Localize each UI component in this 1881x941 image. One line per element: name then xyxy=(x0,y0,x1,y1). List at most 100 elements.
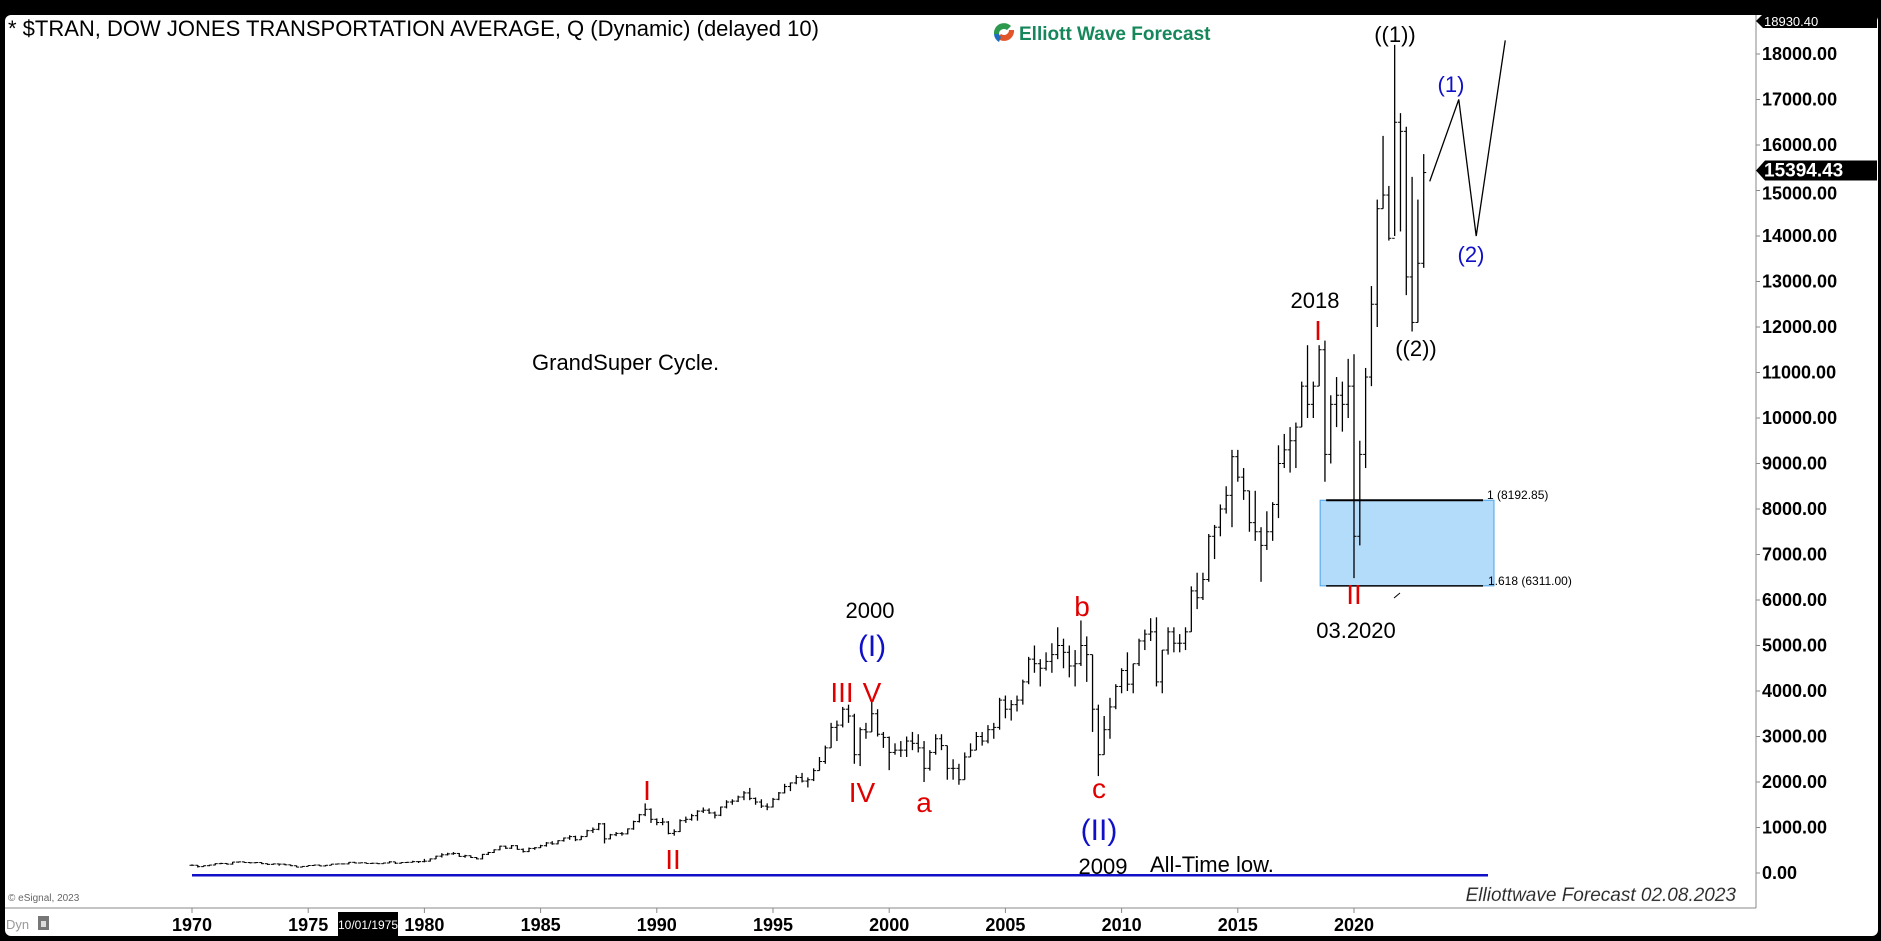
y-tick-label: 14000.00 xyxy=(1762,226,1837,246)
ohlc-bar-2016Q4 xyxy=(1275,445,1281,519)
ohlc-bar-2010Q1 xyxy=(1119,668,1125,694)
x-tick-label: 1980 xyxy=(404,915,444,935)
ohlc-bar-2007Q2 xyxy=(1055,627,1061,660)
ohlc-bar-2014Q2 xyxy=(1217,504,1223,537)
ohlc-bar-2022Q2 xyxy=(1403,126,1409,296)
ohlc-bar-1998Q2 xyxy=(846,704,852,723)
x-tick-label: 1970 xyxy=(172,915,212,935)
ohlc-bar-2012Q2 xyxy=(1171,627,1177,653)
ohlc-bar-2020Q1 xyxy=(1351,354,1357,579)
ohlc-bar-2005Q1 xyxy=(1002,695,1008,719)
ohlc-bar-1979Q3 xyxy=(410,860,416,863)
ohlc-bar-2015Q4 xyxy=(1252,490,1258,541)
ohlc-bar-1989Q3 xyxy=(642,803,648,817)
ohlc-bar-1993Q4 xyxy=(741,791,747,801)
ohlc-bar-1984Q4 xyxy=(532,847,538,850)
ohlc-bar-2017Q4 xyxy=(1299,381,1305,428)
ohlc-bar-1973Q1 xyxy=(259,862,265,865)
ohlc-bar-1999Q4 xyxy=(880,731,886,748)
ohlc-bar-1977Q3 xyxy=(363,862,369,864)
ohlc-bar-2000Q1 xyxy=(886,736,892,771)
label-2009: 2009 xyxy=(1079,854,1128,879)
ohlc-bar-2023Q1 xyxy=(1421,154,1427,268)
ohlc-bar-1985Q4 xyxy=(555,840,561,845)
ohlc-bar-2019Q4 xyxy=(1345,358,1351,418)
ohlc-bar-2022Q1 xyxy=(1397,113,1403,232)
ohlc-bar-2018Q1 xyxy=(1305,345,1311,418)
ohlc-bar-1983Q1 xyxy=(491,849,497,854)
ohlc-bar-2008Q1 xyxy=(1072,650,1078,687)
ohlc-bar-1997Q2 xyxy=(822,745,828,764)
ohlc-bar-2020Q2 xyxy=(1357,440,1363,546)
y-tick-label: 8000.00 xyxy=(1762,499,1827,519)
ohlc-bar-1987Q1 xyxy=(584,829,590,838)
ohlc-bar-1971Q2 xyxy=(218,862,224,865)
ohlc-bar-1973Q2 xyxy=(265,863,271,866)
ohlc-bar-1981Q4 xyxy=(462,854,468,858)
x-tick-label: 2020 xyxy=(1334,915,1374,935)
ohlc-bar-1983Q2 xyxy=(497,845,503,851)
ohlc-bar-2014Q1 xyxy=(1212,524,1218,560)
ohlc-bar-1992Q2 xyxy=(706,808,712,814)
ohlc-bar-1979Q1 xyxy=(398,862,404,864)
ohlc-bar-2004Q4 xyxy=(997,697,1003,730)
ohlc-bar-2000Q3 xyxy=(898,741,904,757)
logo: Elliott Wave Forecast xyxy=(993,23,1211,45)
dyn-label[interactable]: Dyn xyxy=(6,917,29,932)
lock-icon[interactable] xyxy=(38,916,49,930)
ohlc-bar-2009Q2 xyxy=(1101,716,1107,756)
ohlc-bar-2012Q3 xyxy=(1177,634,1183,653)
wave-label-a: a xyxy=(916,787,932,818)
ohlc-bar-1993Q1 xyxy=(724,800,730,809)
ohlc-bar-2007Q4 xyxy=(1066,645,1072,678)
ohlc-bar-1970Q3 xyxy=(201,865,207,868)
ohlc-bar-1982Q1 xyxy=(468,855,474,859)
ohlc-bar-1989Q4 xyxy=(648,808,654,823)
ohlc-bar-1991Q3 xyxy=(689,813,695,821)
ohlc-bar-1991Q2 xyxy=(683,816,689,823)
watermark-text: Elliottwave Forecast 02.08.2023 xyxy=(1466,885,1737,906)
ohlc-bar-2011Q1 xyxy=(1142,629,1148,651)
ohlc-bar-1985Q2 xyxy=(543,842,549,847)
ohlc-bar-2019Q3 xyxy=(1339,381,1345,432)
chart-title: * $TRAN, DOW JONES TRANSPORTATION AVERAG… xyxy=(8,16,819,41)
ohlc-bar-1989Q1 xyxy=(631,820,637,830)
ohlc-bar-2018Q3 xyxy=(1316,345,1322,387)
y-tick-label: 9000.00 xyxy=(1762,454,1827,474)
ohlc-bar-2001Q1 xyxy=(909,731,915,751)
ohlc-bar-1978Q2 xyxy=(381,862,387,865)
small-dash-mark xyxy=(1393,592,1401,599)
ohlc-bar-1981Q3 xyxy=(456,852,462,857)
x-tick-label: 2005 xyxy=(985,915,1025,935)
ohlc-bar-1997Q4 xyxy=(834,720,840,742)
ohlc-bar-1976Q3 xyxy=(340,863,346,865)
ohlc-bar-2013Q3 xyxy=(1200,572,1206,600)
ohlc-bar-1971Q3 xyxy=(224,862,230,865)
ohlc-bar-1979Q4 xyxy=(416,861,422,863)
ohlc-bar-1991Q1 xyxy=(677,819,683,833)
ohlc-bar-1983Q3 xyxy=(503,845,509,849)
ohlc-bar-1975Q4 xyxy=(323,864,329,867)
ohlc-bar-1994Q3 xyxy=(758,799,764,808)
ohlc-bar-2016Q2 xyxy=(1264,511,1270,550)
label-grand-super-cycle: GrandSuper Cycle. xyxy=(532,350,719,375)
ohlc-bar-1976Q4 xyxy=(346,861,352,865)
x-tick-label: 1995 xyxy=(753,915,793,935)
wave-label-V: V xyxy=(863,677,882,708)
ohlc-bar-1982Q3 xyxy=(480,853,485,860)
wave-label-(2): (2) xyxy=(1458,242,1485,267)
ohlc-bar-1974Q3 xyxy=(294,865,300,868)
ohlc-bar-1980Q1 xyxy=(421,858,427,863)
ohlc-bar-2017Q1 xyxy=(1281,433,1287,469)
ohlc-bar-1985Q3 xyxy=(549,841,555,845)
label-2000: 2000 xyxy=(846,598,895,623)
wave-label-((2)): ((2)) xyxy=(1395,336,1437,361)
y-tick-label: 2000.00 xyxy=(1762,772,1827,792)
ohlc-bar-2002Q3 xyxy=(944,745,950,780)
ohlc-bar-1977Q1 xyxy=(352,861,358,864)
ohlc-bar-2005Q4 xyxy=(1020,679,1026,705)
ohlc-bar-1999Q1 xyxy=(863,722,869,739)
ohlc-bar-2012Q4 xyxy=(1183,627,1189,651)
wave-label-b: b xyxy=(1074,591,1090,622)
ohlc-bar-2008Q4 xyxy=(1090,654,1096,732)
